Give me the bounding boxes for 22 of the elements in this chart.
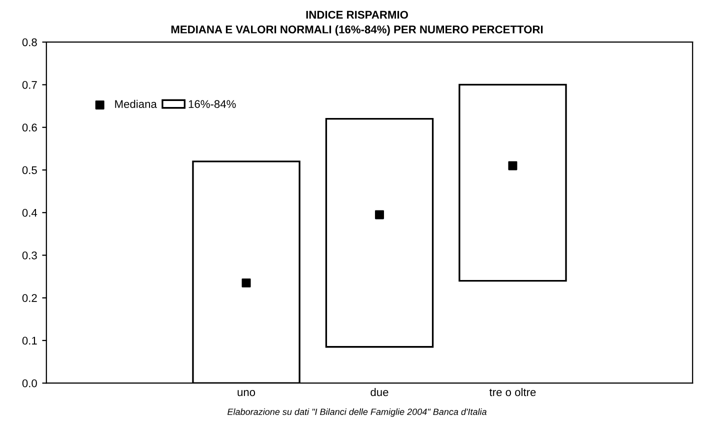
y-tick-label: 0.3	[22, 252, 37, 260]
x-tick-label: uno	[238, 390, 256, 396]
y-tick-label: 0.4	[22, 208, 38, 217]
y-tick-label: 0.1	[22, 336, 37, 345]
chart-subtitle: MEDIANA E VALORI NORMALI (16%-84%) PER NUMERO PERCETTORI	[171, 25, 543, 36]
text: Elaborazione su dati "I Bilanci delle Famiglie 2004" Banca d'Italia	[228, 408, 486, 417]
point	[374, 210, 384, 220]
legend-label: 16%-84%	[188, 100, 236, 108]
y-tick-label: 0.6	[22, 124, 37, 132]
point	[242, 278, 251, 288]
chart-title: INDICE RISPARMIO	[306, 10, 408, 19]
x-tick-label: tre o oltre	[489, 388, 536, 396]
bar	[458, 84, 567, 282]
point	[508, 161, 518, 170]
y-tick-label: 0.8	[22, 38, 37, 46]
y-tick-label: 0.7	[22, 80, 37, 89]
bar	[325, 118, 434, 348]
y-tick-label: 0.5	[22, 166, 37, 174]
legend-label: Mediana	[115, 100, 157, 108]
y-tick-label: 0.0	[22, 379, 37, 388]
x-tick-label: due	[370, 388, 388, 396]
y-tick-label: 0.2	[22, 294, 37, 302]
